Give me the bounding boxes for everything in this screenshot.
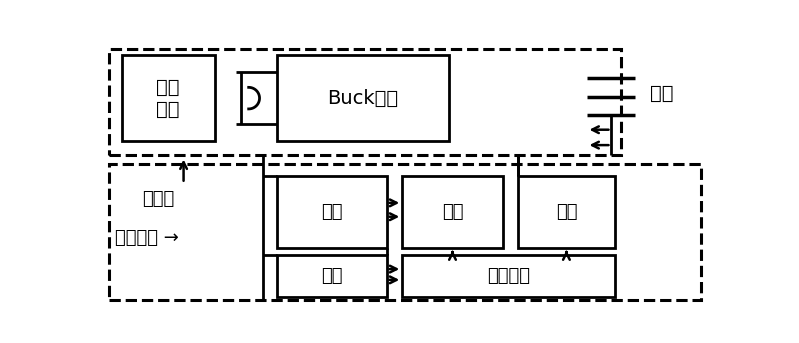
Bar xyxy=(519,176,615,248)
Text: 采样: 采样 xyxy=(321,203,342,221)
Text: 驱动: 驱动 xyxy=(556,203,578,221)
Text: 光伏
组件: 光伏 组件 xyxy=(157,78,180,119)
Bar xyxy=(109,49,621,155)
Text: 电源: 电源 xyxy=(321,267,342,285)
Bar xyxy=(109,164,701,300)
Text: 控制电路 →: 控制电路 → xyxy=(115,228,179,247)
Bar xyxy=(402,176,503,248)
Bar xyxy=(276,176,387,248)
Bar xyxy=(402,255,615,297)
Bar xyxy=(121,55,215,141)
Text: 保护: 保护 xyxy=(442,203,463,221)
Text: Buck电路: Buck电路 xyxy=(327,88,398,108)
Text: 主电路: 主电路 xyxy=(142,190,175,208)
Bar xyxy=(276,255,387,297)
Text: 控制芯片: 控制芯片 xyxy=(487,267,531,285)
Text: 输出: 输出 xyxy=(650,84,674,103)
Bar xyxy=(276,55,448,141)
